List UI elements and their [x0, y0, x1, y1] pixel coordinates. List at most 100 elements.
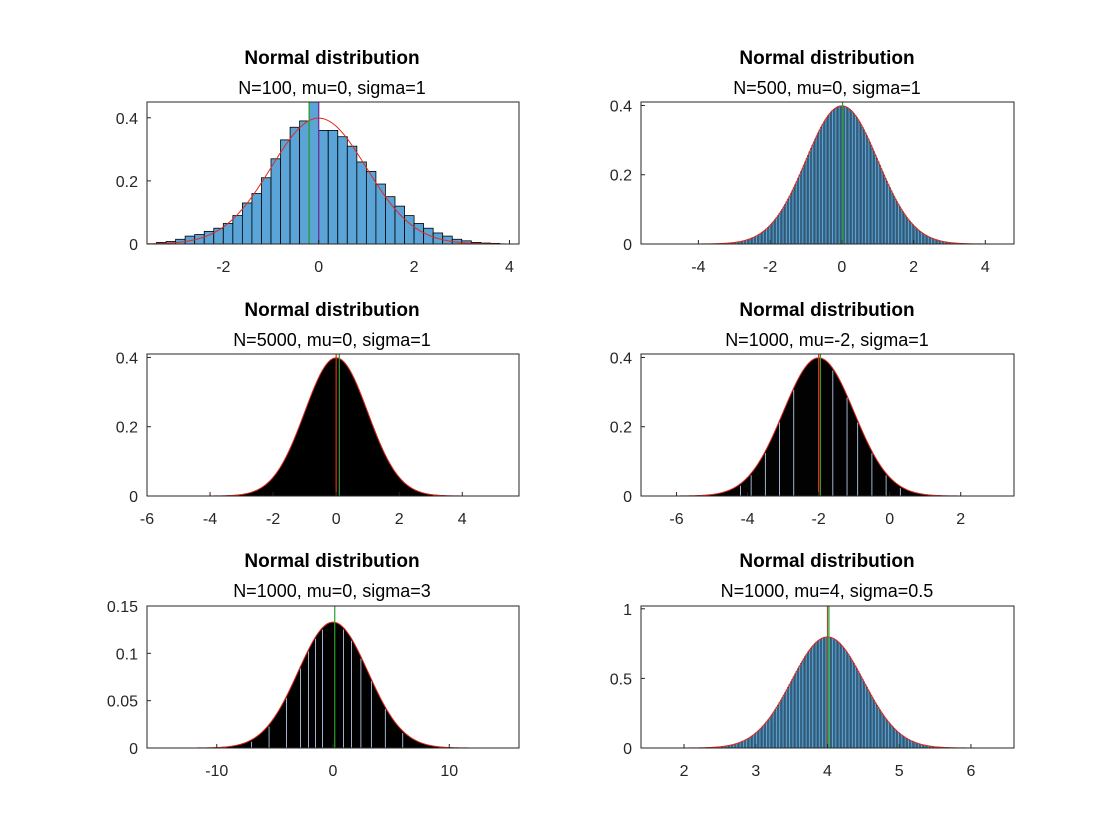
panel-2-bar [914, 227, 917, 244]
panel-2-bar [808, 151, 811, 244]
panel-2-bar [827, 115, 830, 244]
panel-4-ticks: -6 -4 -2 0 2 0 0.2 0.4 [610, 350, 966, 528]
panel-2-bar [785, 201, 788, 244]
panel-2-bar [787, 198, 789, 244]
panel-2-bar [812, 141, 815, 244]
panel-2-bar [904, 215, 907, 244]
panel-2-bar [889, 187, 891, 244]
panel-2-bar [883, 174, 886, 244]
panel-2-bar [797, 178, 799, 244]
panel-3-ticks: -6 -4 -2 0 2 4 0 0.2 0.4 [116, 350, 467, 528]
panel-2-xtick-label: -2 [763, 259, 777, 276]
panel-2-bar [903, 213, 906, 244]
panel-2-ytick-label: 0 [623, 237, 632, 254]
panel-2-bar [871, 148, 874, 244]
panel-4-ytick-label: 0 [623, 489, 632, 506]
panel-1-bar [327, 129, 339, 244]
panel-2-bar [854, 115, 857, 244]
panel-2: Normal distribution N=500, mu=0, sigma=1… [610, 48, 1015, 276]
panel-2-xtick-label: 4 [981, 259, 990, 276]
panel-2-bar [848, 108, 851, 244]
panel-2-bar [924, 234, 927, 244]
panel-1-xtick-label: -2 [216, 259, 230, 276]
panel-4-title: Normal distribution [739, 300, 914, 321]
panel-2-bar [919, 230, 921, 244]
panel-2-bar [894, 198, 897, 244]
panel-2-bar [795, 181, 798, 244]
panel-2-bar [777, 215, 779, 244]
panel-2-bar [843, 105, 845, 244]
panel-2-bar [929, 237, 931, 244]
panel-1-bar [280, 139, 291, 244]
panel-2-bar [850, 110, 853, 244]
panel-1-bar [251, 193, 262, 244]
panel-2-bar [807, 154, 810, 244]
panel-2-bar [823, 121, 825, 244]
panel-2-subtitle: N=500, mu=0, sigma=1 [733, 78, 921, 98]
panel-2-bar [840, 105, 843, 244]
panel-3-ytick-label: 0 [129, 489, 138, 506]
panel-5-plot [146, 605, 520, 749]
panel-2-bar [930, 237, 933, 244]
panel-2-bar [804, 161, 807, 244]
panel-2-bar [778, 213, 781, 244]
panel-2-bar [835, 107, 838, 244]
panel-1-bar [241, 202, 253, 244]
panel-2-bar [870, 145, 873, 244]
panel-2-bar [779, 211, 782, 244]
panel-2-bar [772, 221, 775, 244]
panel-2-bar [838, 105, 841, 244]
panel-2-bar [790, 193, 792, 244]
panel-2-bar [876, 158, 878, 244]
panel-1-bar [308, 102, 320, 244]
panel-2-bar [923, 234, 926, 244]
panel-3-xtick-label: -2 [266, 511, 280, 528]
panel-2-bar [844, 106, 847, 244]
panel-1-ticks: -2 0 2 4 0 0.2 0.4 [116, 111, 514, 276]
panel-2-bar [782, 206, 785, 244]
panel-2-bar [825, 117, 828, 244]
panel-3-ytick-label: 0.2 [116, 420, 138, 437]
panel-2-bar [755, 235, 758, 244]
panel-1-bar [261, 177, 272, 244]
panel-2-bar [775, 217, 778, 244]
panel-1-plot [146, 101, 520, 245]
panel-2-bar [757, 234, 759, 244]
panel-1-bar [232, 215, 243, 244]
panel-2-bar [771, 222, 774, 244]
panel-1-bar [299, 120, 310, 244]
panel-2-bar [815, 135, 818, 244]
panel-2-bar [805, 158, 808, 244]
panel-2-bar [891, 193, 894, 244]
panel-2-bar [802, 165, 805, 244]
panel-2-bar [868, 141, 871, 244]
panel-5-xtick-label: 0 [329, 763, 338, 780]
panel-2-xtick-label: 2 [909, 259, 918, 276]
panel-2-bar [858, 121, 861, 244]
panel-1-bar [356, 161, 367, 244]
panel-2-bar [781, 208, 784, 244]
panel-2-frame [640, 101, 1015, 245]
panel-2-bar [749, 238, 752, 244]
panel-4-xtick-label: 2 [956, 511, 965, 528]
panel-2-bar [751, 237, 754, 244]
panel-2-bar [873, 151, 876, 244]
panel-2-bar [845, 107, 848, 244]
panel-2-bar [897, 204, 900, 244]
panel-1-bar [289, 126, 301, 244]
panel-1-bar [375, 183, 386, 244]
panel-2-bar [881, 171, 884, 244]
panel-2-bar [752, 237, 755, 244]
panel-2-bar [767, 227, 769, 244]
panel-2-bar [864, 132, 867, 244]
panel-2-bar [866, 135, 868, 244]
panel-2-bar [920, 232, 923, 244]
panel-2-bar [932, 238, 934, 244]
panel-3-xtick-label: -6 [140, 511, 154, 528]
panel-3-subtitle: N=5000, mu=0, sigma=1 [233, 330, 431, 350]
panel-3-xtick-label: -4 [203, 511, 217, 528]
panel-2-bar [810, 148, 812, 244]
panel-2-bar [788, 196, 791, 244]
panel-1-frame [146, 101, 520, 245]
